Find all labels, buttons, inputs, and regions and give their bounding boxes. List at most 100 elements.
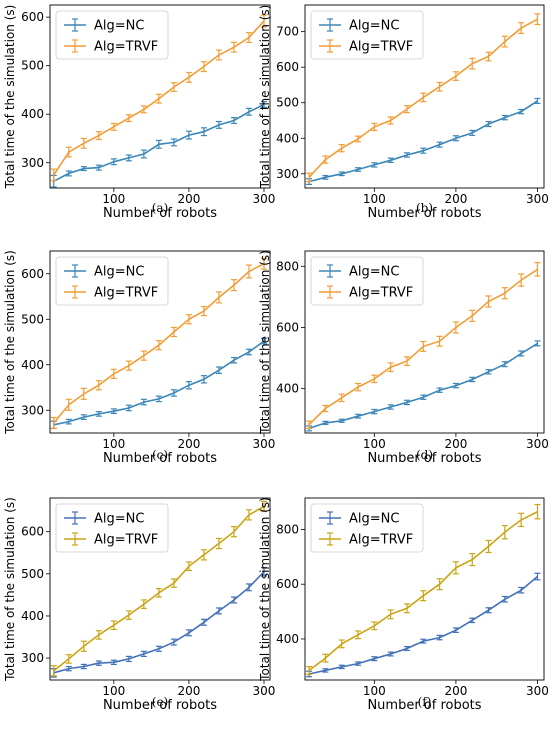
series-line	[308, 342, 538, 430]
y-tick-label: 600	[21, 10, 44, 24]
error-bar	[155, 139, 162, 149]
error-bar	[185, 561, 192, 572]
error-bar	[306, 665, 313, 675]
error-bar	[355, 630, 362, 640]
error-bar	[230, 596, 237, 604]
y-tick-label: 300	[276, 167, 299, 181]
plot-frame	[49, 497, 271, 681]
y-tick-label: 600	[276, 577, 299, 591]
legend-label: Alg=TRVF	[94, 533, 158, 548]
y-tick-label: 600	[21, 267, 44, 281]
error-bar	[215, 291, 222, 304]
error-bar	[230, 526, 237, 538]
error-bar	[170, 578, 177, 588]
series-nc	[306, 572, 541, 678]
x-tick-label: 300	[526, 192, 549, 206]
error-bar	[80, 387, 87, 400]
error-bar	[469, 309, 476, 322]
legend-marker	[319, 285, 341, 299]
y-tick-label: 700	[276, 25, 299, 39]
error-bar	[125, 404, 132, 412]
error-bar	[452, 561, 459, 575]
x-axis-label: Number of robots	[103, 206, 217, 221]
legend-marker	[319, 39, 341, 53]
x-tick-label: 100	[363, 192, 386, 206]
error-bar	[230, 41, 237, 53]
x-tick-label: 100	[102, 684, 125, 698]
error-bar	[185, 629, 192, 637]
x-axis-label: Number of robots	[103, 698, 217, 713]
error-bar	[200, 127, 207, 137]
error-bar	[501, 525, 508, 540]
error-bar	[420, 590, 427, 602]
x-tick-label: 100	[363, 684, 386, 698]
error-bar	[260, 100, 267, 109]
error-bar	[485, 607, 492, 614]
legend-marker	[319, 264, 341, 278]
error-bar	[371, 621, 378, 631]
error-bar	[260, 337, 267, 345]
error-bar	[140, 105, 147, 114]
error-bar	[200, 61, 207, 73]
series-nc	[50, 337, 267, 430]
error-bar	[65, 665, 72, 672]
error-bar	[80, 166, 87, 172]
legend-label: Alg=NC	[349, 512, 399, 527]
error-bar	[469, 617, 476, 624]
error-bar	[260, 566, 267, 577]
y-axis-label: Total time of the simulation (s)	[3, 497, 17, 682]
y-tick-label: 600	[276, 60, 299, 74]
y-axis-label: Total time of the simulation (s)	[258, 497, 272, 682]
error-bar	[125, 610, 132, 620]
error-bar	[371, 656, 378, 662]
error-bar	[518, 108, 525, 115]
error-bar	[534, 97, 541, 105]
panel-caption: (b)	[416, 201, 433, 215]
error-bar	[95, 411, 102, 417]
error-bar	[420, 147, 427, 154]
error-bar	[420, 92, 427, 103]
x-tick-label: 300	[253, 192, 276, 206]
x-tick-label: 200	[177, 437, 200, 451]
error-bar	[80, 137, 87, 149]
series-trvf	[50, 14, 267, 182]
panel-caption: (d)	[416, 448, 433, 462]
series-trvf	[306, 13, 541, 183]
error-bar	[403, 152, 410, 158]
error-bar	[322, 668, 329, 673]
series-nc	[50, 100, 267, 188]
series-trvf	[306, 262, 541, 430]
error-bar	[436, 387, 443, 393]
error-bar	[306, 172, 313, 183]
error-bar	[469, 552, 476, 567]
error-bar	[501, 361, 508, 368]
y-tick-label: 400	[21, 107, 44, 121]
error-bar	[230, 117, 237, 125]
chart-panel-1: 100 200 300 300 400 500 600 Number of robots Tot…	[3, 4, 276, 221]
error-bar	[65, 146, 72, 158]
error-bar	[518, 512, 525, 528]
x-axis-label: Number of robots	[367, 698, 481, 713]
error-bar	[245, 583, 252, 592]
x-axis-label: Number of robots	[103, 451, 217, 466]
x-tick-label: 100	[102, 437, 125, 451]
plot-frame	[304, 250, 545, 434]
error-bar	[387, 651, 394, 657]
error-bar	[185, 314, 192, 325]
series-trvf	[50, 257, 267, 430]
error-bar	[338, 639, 345, 649]
error-bar	[501, 35, 508, 48]
error-bar	[260, 500, 267, 513]
error-bar	[95, 630, 102, 640]
error-bar	[338, 144, 345, 153]
error-bar	[355, 413, 362, 419]
error-bar	[371, 162, 378, 168]
error-bar	[185, 71, 192, 83]
error-bar	[185, 380, 192, 390]
error-bar	[338, 664, 345, 670]
error-bar	[65, 654, 72, 664]
error-bar	[50, 416, 57, 430]
legend-label: Alg=NC	[349, 265, 399, 280]
error-bar	[403, 399, 410, 406]
y-tick-label: 600	[276, 320, 299, 334]
